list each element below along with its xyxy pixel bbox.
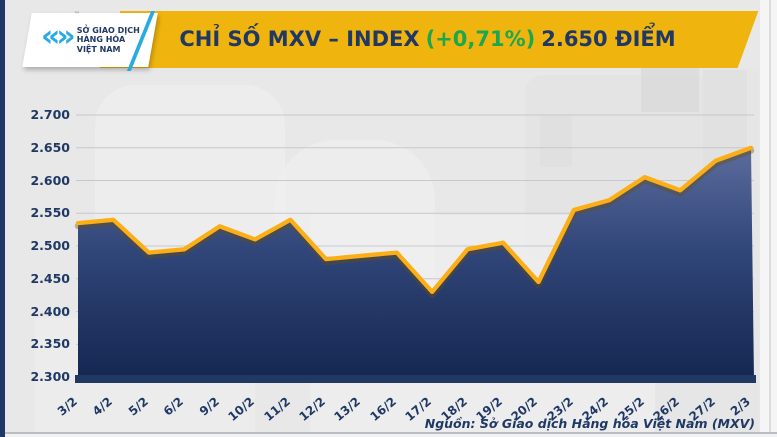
trademark-symbol: ™ <box>73 11 76 18</box>
title-main: CHỈ SỐ MXV – INDEX <box>179 27 420 51</box>
chart-title: CHỈ SỐ MXV – INDEX (+0,71%) 2.650 ĐIỂM <box>115 27 740 51</box>
left-edge-stripe <box>0 0 5 437</box>
x-axis-line <box>75 375 756 383</box>
right-page-edge <box>760 0 777 437</box>
source-note: Nguồn: Sở Giao dịch Hàng hóa Việt Nam (M… <box>424 416 755 431</box>
title-index-value: 2.650 ĐIỂM <box>541 27 676 51</box>
right-edge-line <box>769 0 771 437</box>
mxv-logo-icon: «»™ <box>40 11 76 54</box>
title-change-percent: (+0,71%) <box>425 27 536 51</box>
